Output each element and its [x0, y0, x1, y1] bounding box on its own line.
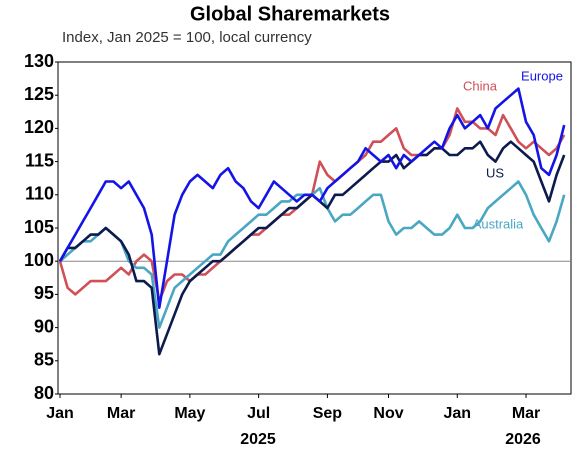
y-tick-label: 125	[24, 84, 54, 104]
y-tick-label: 95	[34, 283, 54, 303]
chart-subtitle: Index, Jan 2025 = 100, local currency	[62, 29, 312, 46]
y-tick-label: 90	[34, 316, 54, 336]
series-label: US	[486, 165, 504, 180]
y-tick-label: 105	[24, 217, 54, 237]
series-label: Europe	[521, 68, 563, 83]
x-tick-label: Jan	[443, 405, 471, 422]
y-tick-label: 130	[24, 51, 54, 71]
y-tick-label: 85	[34, 350, 54, 370]
x-tick-label: Mar	[512, 405, 540, 422]
x-tick-label: Sep	[313, 405, 343, 422]
x-tick-label: Jan	[46, 405, 74, 422]
x-tick-label: Nov	[373, 405, 403, 422]
year-label: 2025	[240, 431, 276, 448]
y-tick-label: 100	[24, 250, 54, 270]
x-tick-label: May	[174, 405, 205, 422]
y-tick-label: 120	[24, 117, 54, 137]
x-tick-label: Mar	[107, 405, 135, 422]
series-line	[59, 180, 566, 329]
series-line	[58, 107, 566, 303]
y-tick-label: 80	[34, 383, 54, 403]
series-label: Australia	[473, 216, 524, 231]
year-label: 2026	[505, 431, 541, 448]
chart-title: Global Sharemarkets	[190, 3, 390, 25]
x-tick-label: Jul	[247, 405, 270, 422]
y-tick-label: 115	[25, 150, 54, 170]
series-label: China	[463, 78, 498, 93]
series-line	[58, 87, 566, 309]
y-tick-label: 110	[25, 184, 54, 204]
